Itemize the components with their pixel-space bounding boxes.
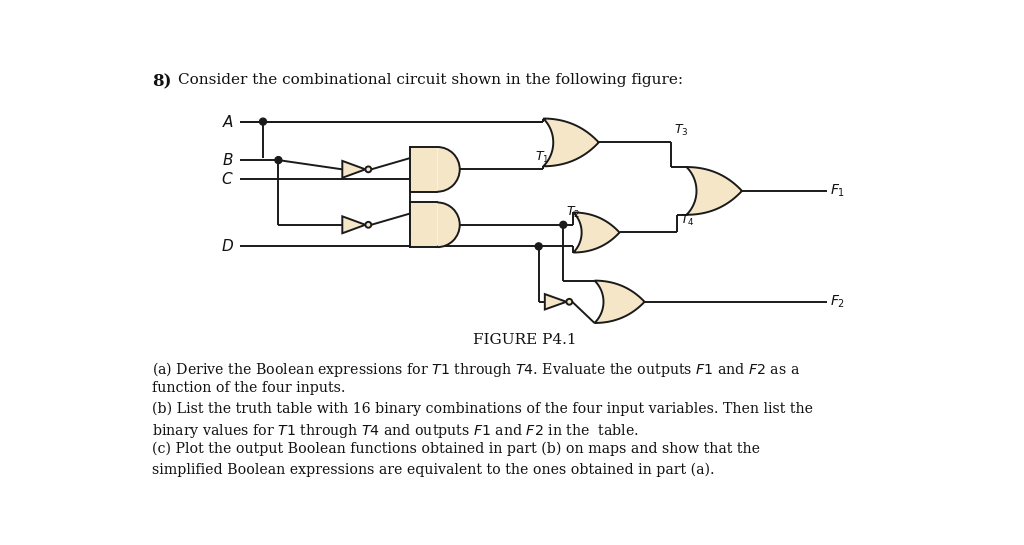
Text: $A$: $A$ [221, 113, 233, 130]
Text: function of the four inputs.: function of the four inputs. [153, 381, 346, 395]
Circle shape [274, 156, 282, 164]
Text: $T_3$: $T_3$ [674, 123, 689, 138]
Circle shape [536, 243, 542, 250]
Polygon shape [595, 281, 644, 323]
Text: $T_2$: $T_2$ [566, 205, 581, 220]
Text: simplified Boolean expressions are equivalent to the ones obtained in part (a).: simplified Boolean expressions are equiv… [153, 462, 715, 477]
Text: (b) List the truth table with 16 binary combinations of the four input variables: (b) List the truth table with 16 binary … [153, 401, 813, 415]
Text: binary values for $T1$ through $T4$ and outputs $F1$ and $F2$ in the  table.: binary values for $T1$ through $T4$ and … [153, 421, 639, 439]
Circle shape [566, 299, 572, 305]
Text: (a) Derive the Boolean expressions for $T1$ through $T4$. Evaluate the outputs $: (a) Derive the Boolean expressions for $… [153, 360, 800, 379]
Polygon shape [544, 118, 599, 166]
Polygon shape [410, 147, 437, 192]
Text: $D$: $D$ [221, 238, 233, 255]
Polygon shape [437, 202, 460, 247]
Text: $F_1$: $F_1$ [829, 183, 845, 199]
Polygon shape [573, 213, 620, 252]
Text: $T_4$: $T_4$ [680, 213, 695, 228]
Circle shape [366, 166, 372, 172]
Polygon shape [437, 147, 460, 192]
Text: $F_2$: $F_2$ [829, 294, 845, 310]
Text: 8): 8) [153, 73, 172, 90]
Circle shape [259, 118, 266, 125]
Polygon shape [342, 161, 366, 178]
Text: Consider the combinational circuit shown in the following figure:: Consider the combinational circuit shown… [178, 73, 683, 87]
Text: FIGURE P4.1: FIGURE P4.1 [473, 334, 577, 347]
Text: $B$: $B$ [222, 152, 233, 168]
Text: $T_1$: $T_1$ [535, 150, 549, 165]
Polygon shape [686, 167, 742, 215]
Text: $C$: $C$ [221, 171, 233, 186]
Text: (c) Plot the output Boolean functions obtained in part (b) on maps and show that: (c) Plot the output Boolean functions ob… [153, 442, 760, 456]
Circle shape [560, 221, 566, 228]
Polygon shape [342, 216, 366, 233]
Polygon shape [545, 294, 566, 310]
Circle shape [366, 222, 372, 228]
Polygon shape [410, 202, 437, 247]
